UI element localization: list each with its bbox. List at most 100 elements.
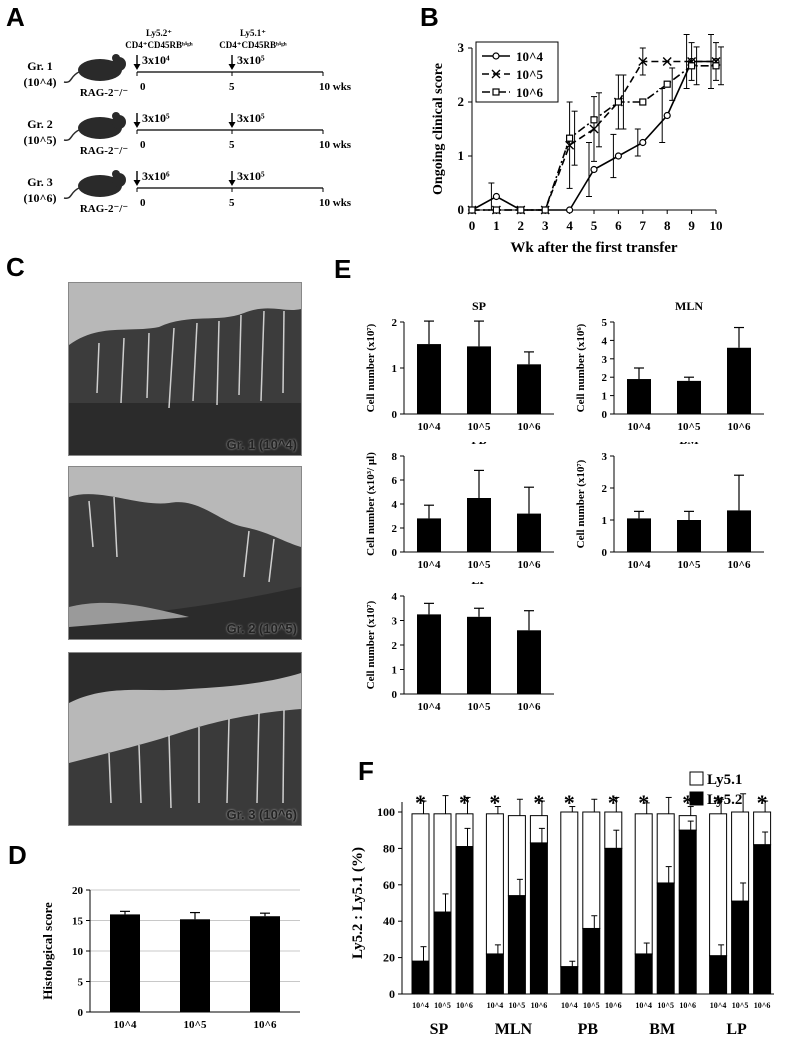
data-point: [590, 116, 598, 124]
y-tick-label: 3: [602, 451, 608, 463]
y-tick-label: 2: [458, 94, 465, 109]
significance-marker: *: [459, 790, 470, 815]
bar-segment-ly52: [582, 927, 601, 995]
legend-label: 10^4: [516, 49, 544, 64]
panel-letter-c: C: [6, 252, 25, 282]
y-tick-label: 4: [602, 335, 608, 347]
histology-photo-gr1: Gr. 1 (10^4): [68, 282, 302, 456]
y-tick-label: 100: [377, 805, 395, 819]
bar: [517, 364, 541, 414]
timeline-label-5: 5: [229, 81, 235, 93]
y-tick-label: 4: [392, 499, 398, 511]
y-tick-label: 5: [602, 317, 608, 329]
y-tick-label: 0: [392, 409, 398, 421]
x-tick-label: 10^4: [628, 421, 651, 433]
bar: [467, 346, 491, 414]
mouse-tail: [63, 71, 80, 84]
x-tick-label: 10^6: [728, 421, 751, 433]
bar-segment-ly51: [560, 811, 579, 968]
histological-score-chart: 0 5 10 15 20 10^4 10^5 10^6 Histological score: [40, 885, 300, 1031]
y-tick-label: 3: [458, 40, 465, 55]
timeline-label-5: 5: [229, 139, 235, 151]
x-tick-label: 10^6: [605, 1001, 622, 1010]
y-tick-label: 5: [78, 977, 84, 989]
y-axis-label: Cell number (x10⁷): [575, 459, 587, 548]
data-point: [541, 206, 549, 214]
bar: [627, 518, 651, 552]
histology-photo-gr2: Gr. 2 (10^5): [68, 466, 302, 640]
x-tick-label: 10^5: [657, 1001, 674, 1010]
first-transfer-header-line1: Ly5.2⁺: [146, 28, 172, 38]
bar-segment-ly51: [529, 815, 548, 844]
data-point: [517, 206, 525, 214]
x-tick-label: 5: [591, 218, 598, 233]
y-tick-label: 4: [392, 591, 398, 603]
bar-segment-ly52: [731, 900, 750, 995]
bar-segment-ly51: [634, 813, 653, 955]
timeline-label-10: 10 wks: [319, 197, 352, 209]
bar: [250, 916, 280, 1012]
x-tick-label: 10^5: [468, 559, 491, 571]
bar-segment-ly51: [678, 815, 697, 831]
y-tick-label: 60: [383, 878, 395, 892]
x-tick-label: 10^4: [418, 421, 441, 433]
mouse-strain-label: RAG-2⁻/⁻: [80, 87, 128, 99]
y-axis-label: Cell number (x10⁶): [575, 323, 587, 412]
y-tick-label: 20: [72, 885, 84, 897]
data-point: [712, 62, 720, 70]
y-tick-label: 0: [458, 202, 465, 217]
timeline-label-0: 0: [140, 139, 146, 151]
series-10^6: [468, 46, 724, 214]
mouse-body: [78, 117, 122, 139]
bar: [180, 919, 210, 1012]
timeline-label-10: 10 wks: [319, 81, 352, 93]
timeline-label-0: 0: [140, 81, 146, 93]
bar-segment-ly52: [529, 842, 548, 995]
data-point: [639, 98, 647, 106]
legend-label: 10^5: [516, 67, 544, 82]
y-tick-label: 80: [383, 841, 395, 855]
second-dose-label: 3x10⁵: [237, 111, 265, 125]
data-point: [566, 134, 574, 142]
bar: [727, 510, 751, 552]
x-tick-label: 10^6: [754, 1001, 771, 1010]
panel-letter-d: D: [8, 840, 27, 870]
y-axis-label: Cell number (x10⁷): [365, 600, 377, 689]
bar: [627, 379, 651, 414]
first-transfer-arrow-head: [133, 180, 141, 186]
bar-segment-ly51: [411, 813, 430, 962]
bar-segment-ly51: [485, 813, 504, 955]
y-tick-label: 6: [392, 475, 398, 487]
mouse-ear: [112, 170, 120, 178]
y-tick-label: 0: [389, 987, 395, 1001]
y-tick-label: 8: [392, 451, 398, 463]
legend: 10^4 10^5 10^6: [475, 41, 559, 103]
bar-segment-ly51: [753, 811, 772, 846]
timeline-label-5: 5: [229, 197, 235, 209]
y-tick-label: 1: [602, 515, 608, 527]
x-tick-label: 10^4: [114, 1019, 137, 1031]
bar-segment-ly51: [507, 815, 526, 897]
first-transfer-arrow-head: [133, 64, 141, 70]
x-tick-label: 10: [710, 218, 723, 233]
legend-label: Ly5.1: [707, 772, 742, 788]
panel-letter-a: A: [6, 2, 25, 32]
x-tick-label: 10^5: [678, 421, 701, 433]
chart-title: SP: [472, 299, 486, 313]
cell-number-chart-bm: BM 0 1 2 3 10^4 10^5 10^6 Cell number (x10⁷): [575, 442, 764, 571]
x-tick-label: 10^5: [184, 1019, 207, 1031]
y-tick-label: 1: [392, 665, 398, 677]
bar-segment-ly52: [455, 846, 474, 995]
x-tick-label: 10^4: [487, 1001, 504, 1010]
group-dose: (10^4): [24, 75, 57, 89]
mouse-body: [78, 59, 122, 81]
y-tick-label: 1: [392, 363, 398, 375]
significance-marker: *: [533, 790, 544, 815]
data-point: [566, 206, 574, 214]
bar-segment-ly52: [709, 955, 728, 995]
chart-title: BM: [679, 442, 698, 447]
tissue-image: [69, 494, 301, 639]
mouse-strain-label: RAG-2⁻/⁻: [80, 145, 128, 157]
mouse-icon: [63, 112, 126, 142]
bar-segment-ly51: [455, 813, 474, 848]
